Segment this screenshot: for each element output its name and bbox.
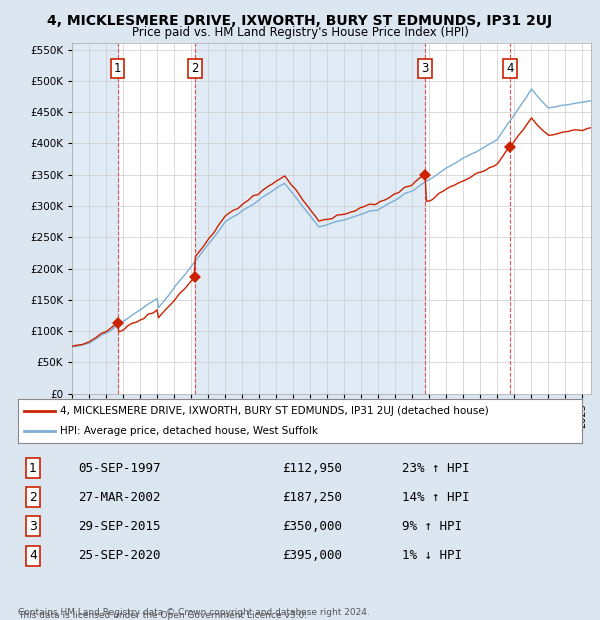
Text: 1: 1 [114, 62, 121, 75]
Text: £395,000: £395,000 [282, 549, 342, 562]
Text: 4, MICKLESMERE DRIVE, IXWORTH, BURY ST EDMUNDS, IP31 2UJ: 4, MICKLESMERE DRIVE, IXWORTH, BURY ST E… [47, 14, 553, 28]
Text: 1: 1 [29, 462, 37, 474]
Text: 27-MAR-2002: 27-MAR-2002 [78, 491, 161, 503]
Text: 3: 3 [421, 62, 429, 75]
Text: £187,250: £187,250 [282, 491, 342, 503]
Text: 25-SEP-2020: 25-SEP-2020 [78, 549, 161, 562]
Bar [195, 43, 425, 394]
Text: HPI: Average price, detached house, West Suffolk: HPI: Average price, detached house, West… [60, 426, 319, 436]
Text: 3: 3 [29, 520, 37, 533]
Text: £112,950: £112,950 [282, 462, 342, 474]
Text: 05-SEP-1997: 05-SEP-1997 [78, 462, 161, 474]
Text: 4, MICKLESMERE DRIVE, IXWORTH, BURY ST EDMUNDS, IP31 2UJ (detached house): 4, MICKLESMERE DRIVE, IXWORTH, BURY ST E… [60, 406, 489, 416]
Text: Price paid vs. HM Land Registry's House Price Index (HPI): Price paid vs. HM Land Registry's House … [131, 26, 469, 39]
Text: 2: 2 [29, 491, 37, 503]
Bar [72, 43, 118, 394]
Text: This data is licensed under the Open Government Licence v3.0.: This data is licensed under the Open Gov… [18, 611, 307, 620]
Text: £350,000: £350,000 [282, 520, 342, 533]
Text: 1% ↓ HPI: 1% ↓ HPI [402, 549, 462, 562]
Text: 14% ↑ HPI: 14% ↑ HPI [402, 491, 470, 503]
Text: Contains HM Land Registry data © Crown copyright and database right 2024.: Contains HM Land Registry data © Crown c… [18, 608, 370, 617]
Text: 29-SEP-2015: 29-SEP-2015 [78, 520, 161, 533]
Text: 4: 4 [506, 62, 514, 75]
Text: 23% ↑ HPI: 23% ↑ HPI [402, 462, 470, 474]
Text: 2: 2 [191, 62, 199, 75]
Text: 9% ↑ HPI: 9% ↑ HPI [402, 520, 462, 533]
Text: 4: 4 [29, 549, 37, 562]
